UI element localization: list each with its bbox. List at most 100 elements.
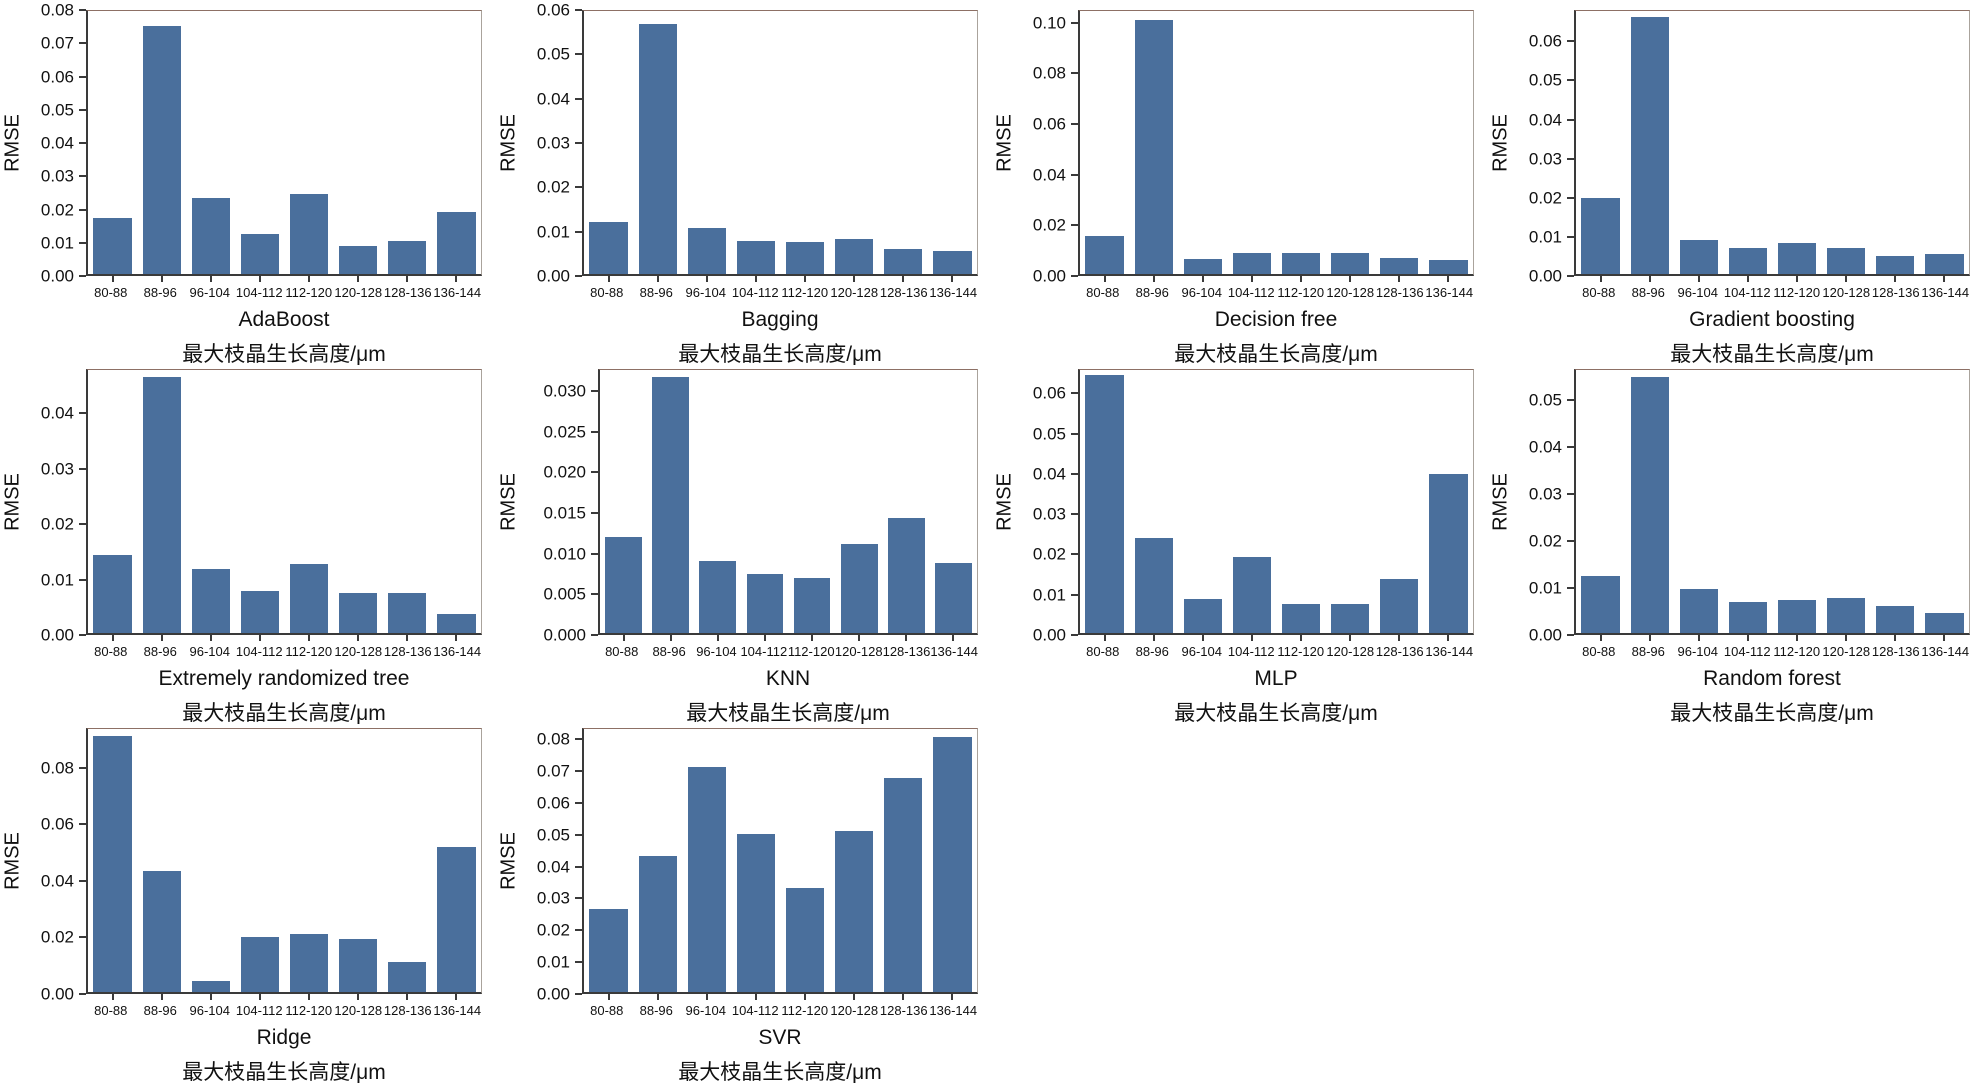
x-axis-title: 最大枝晶生长高度/μm — [1670, 343, 1874, 366]
x-tick-mark — [1599, 635, 1602, 641]
x-axis-title: 最大枝晶生长高度/μm — [182, 702, 386, 725]
y-axis-title: RMSE — [1, 832, 24, 890]
y-tick-label: 0.05 — [536, 825, 570, 845]
x-tick-label: 136-144 — [1425, 285, 1474, 300]
y-tick-mark — [1071, 173, 1078, 176]
chart-bagging: RMSE 0.00 0.01 0.02 0.03 0.04 0.05 0.06 80-88 88-… — [496, 0, 992, 366]
y-axis-title-wrap: RMSE — [992, 369, 1018, 635]
y-tick-label: 0.030 — [543, 381, 586, 401]
x-tick-mark — [357, 276, 360, 282]
y-tick-mark — [1567, 275, 1574, 277]
x-tick-label: 112-120 — [1277, 644, 1325, 659]
x-tick-mark — [1894, 635, 1897, 641]
chart-decision-free: RMSE 0.00 0.02 0.04 0.06 0.08 0.10 80-88 88-96 96… — [992, 0, 1488, 366]
x-tick-mark — [1796, 635, 1799, 641]
x-tick-mark — [111, 635, 114, 641]
bar-128-136 — [1380, 578, 1419, 633]
y-axis-title-wrap: RMSE — [1488, 369, 1514, 635]
y-tick-mark — [1071, 72, 1078, 75]
bar-128-136 — [1380, 258, 1419, 274]
x-tick-label: 136-144 — [930, 644, 979, 659]
x-tick-labels: 80-88 88-96 96-104 104-112 112-120 120-128 128… — [1574, 644, 1970, 660]
x-tick-label: 80-88 — [94, 1003, 128, 1018]
x-tick-labels: 80-88 88-96 96-104 104-112 112-120 120-128 128… — [86, 644, 482, 660]
plot-area-ridge — [86, 728, 482, 1000]
x-tick-mark — [1845, 635, 1848, 641]
y-axis-title: RMSE — [1489, 114, 1512, 172]
x-tick-labels: 80-88 88-96 96-104 104-112 112-120 120-128 128… — [86, 285, 482, 301]
y-tick-label: 0.01 — [1032, 585, 1066, 605]
plot-row-ridge: RMSE 0.00 0.02 0.04 0.06 0.08 — [0, 728, 496, 1003]
y-tick-mark — [1071, 472, 1078, 475]
y-tick-label: 0.07 — [40, 33, 74, 53]
y-tick-mark — [79, 993, 86, 995]
y-tick-mark — [79, 275, 86, 277]
bar-136-144 — [933, 250, 972, 274]
x-tick-label: 96-104 — [189, 285, 230, 300]
chart-title: MLP — [1254, 667, 1298, 690]
x-tick-label: 104-112 — [731, 1003, 779, 1018]
y-tick-mark — [1567, 118, 1574, 121]
bar-96-104 — [687, 767, 726, 992]
y-axis: 0.00 0.01 0.02 0.03 0.04 — [26, 369, 86, 644]
bar-80-88 — [93, 736, 132, 992]
x-tick-mark — [406, 276, 409, 282]
x-tick-mark — [716, 635, 719, 641]
x-tick-label: 120-128 — [830, 1003, 879, 1018]
x-axis-title: 最大枝晶生长高度/μm — [1174, 702, 1378, 725]
x-tick-mark — [160, 276, 163, 282]
y-axis-title: RMSE — [1, 114, 24, 172]
y-tick-mark — [575, 142, 582, 144]
x-tick-mark — [1250, 276, 1253, 282]
plot-row-gradient-boosting: RMSE 0.00 0.01 0.02 0.03 0.04 0.05 0.06 — [1488, 10, 1984, 285]
x-tick-mark — [455, 276, 458, 282]
x-tick-mark — [607, 994, 610, 1000]
y-axis-title: RMSE — [497, 473, 520, 531]
x-tick-mark — [160, 635, 163, 641]
y-tick-mark — [79, 823, 86, 826]
y-tick-label: 0.05 — [1032, 424, 1066, 443]
x-tick-mark — [1943, 635, 1946, 641]
y-tick-label: 0.01 — [1528, 227, 1562, 247]
x-tick-mark — [754, 276, 757, 282]
y-tick-label: 0.02 — [536, 920, 570, 940]
x-tick-mark — [1152, 635, 1155, 641]
x-tick-mark — [952, 635, 955, 641]
chart-mlp: RMSE 0.00 0.01 0.02 0.03 0.04 0.05 0.06 80-88 88-… — [992, 359, 1488, 725]
x-tick-mark — [111, 276, 114, 282]
y-tick-mark — [79, 523, 86, 526]
bar-112-120 — [289, 563, 329, 633]
y-tick-mark — [591, 471, 598, 474]
y-tick-label: 0.03 — [1528, 149, 1562, 169]
x-axis: 80-88 88-96 96-104 104-112 112-120 120-128 128… — [1488, 644, 1984, 660]
y-tick-label: 0.06 — [536, 793, 570, 813]
bar-88-96 — [652, 377, 690, 633]
x-tick-label: 104-112 — [1723, 644, 1771, 659]
x-tick-label: 96-104 — [685, 285, 726, 300]
y-tick-label: 0.02 — [1528, 188, 1562, 208]
x-tick-labels: 80-88 88-96 96-104 104-112 112-120 120-128 128… — [598, 644, 978, 660]
y-tick-label: 0.00 — [1528, 266, 1562, 286]
bar-112-120 — [1777, 243, 1817, 274]
bar-120-128 — [835, 830, 874, 992]
y-tick-label: 0.05 — [1528, 70, 1562, 90]
bar-88-96 — [142, 871, 181, 992]
y-axis-title: RMSE — [497, 832, 520, 890]
x-tick-mark — [1103, 635, 1106, 641]
x-tick-label: 88-96 — [639, 1003, 673, 1018]
y-tick-label: 0.01 — [536, 952, 570, 972]
x-tick-mark — [1599, 276, 1602, 282]
bar-104-112 — [736, 833, 776, 992]
y-tick-label: 0.07 — [536, 761, 570, 781]
y-tick-label: 0.03 — [536, 133, 570, 153]
y-axis-title-wrap: RMSE — [496, 10, 522, 276]
y-tick-mark — [79, 241, 86, 244]
y-tick-mark — [79, 9, 86, 11]
x-axis: 80-88 88-96 96-104 104-112 112-120 120-128 128… — [992, 644, 1488, 660]
y-tick-mark — [1071, 593, 1078, 596]
plot-row-knn: RMSE 0.000 0.005 0.010 0.015 0.020 0.025 0.030 — [496, 369, 992, 644]
x-axis: 80-88 88-96 96-104 104-112 112-120 120-128 128… — [496, 1003, 992, 1019]
y-tick-mark — [591, 634, 598, 636]
y-tick-mark — [79, 412, 86, 415]
x-axis-title: 最大枝晶生长高度/μm — [1174, 343, 1378, 366]
